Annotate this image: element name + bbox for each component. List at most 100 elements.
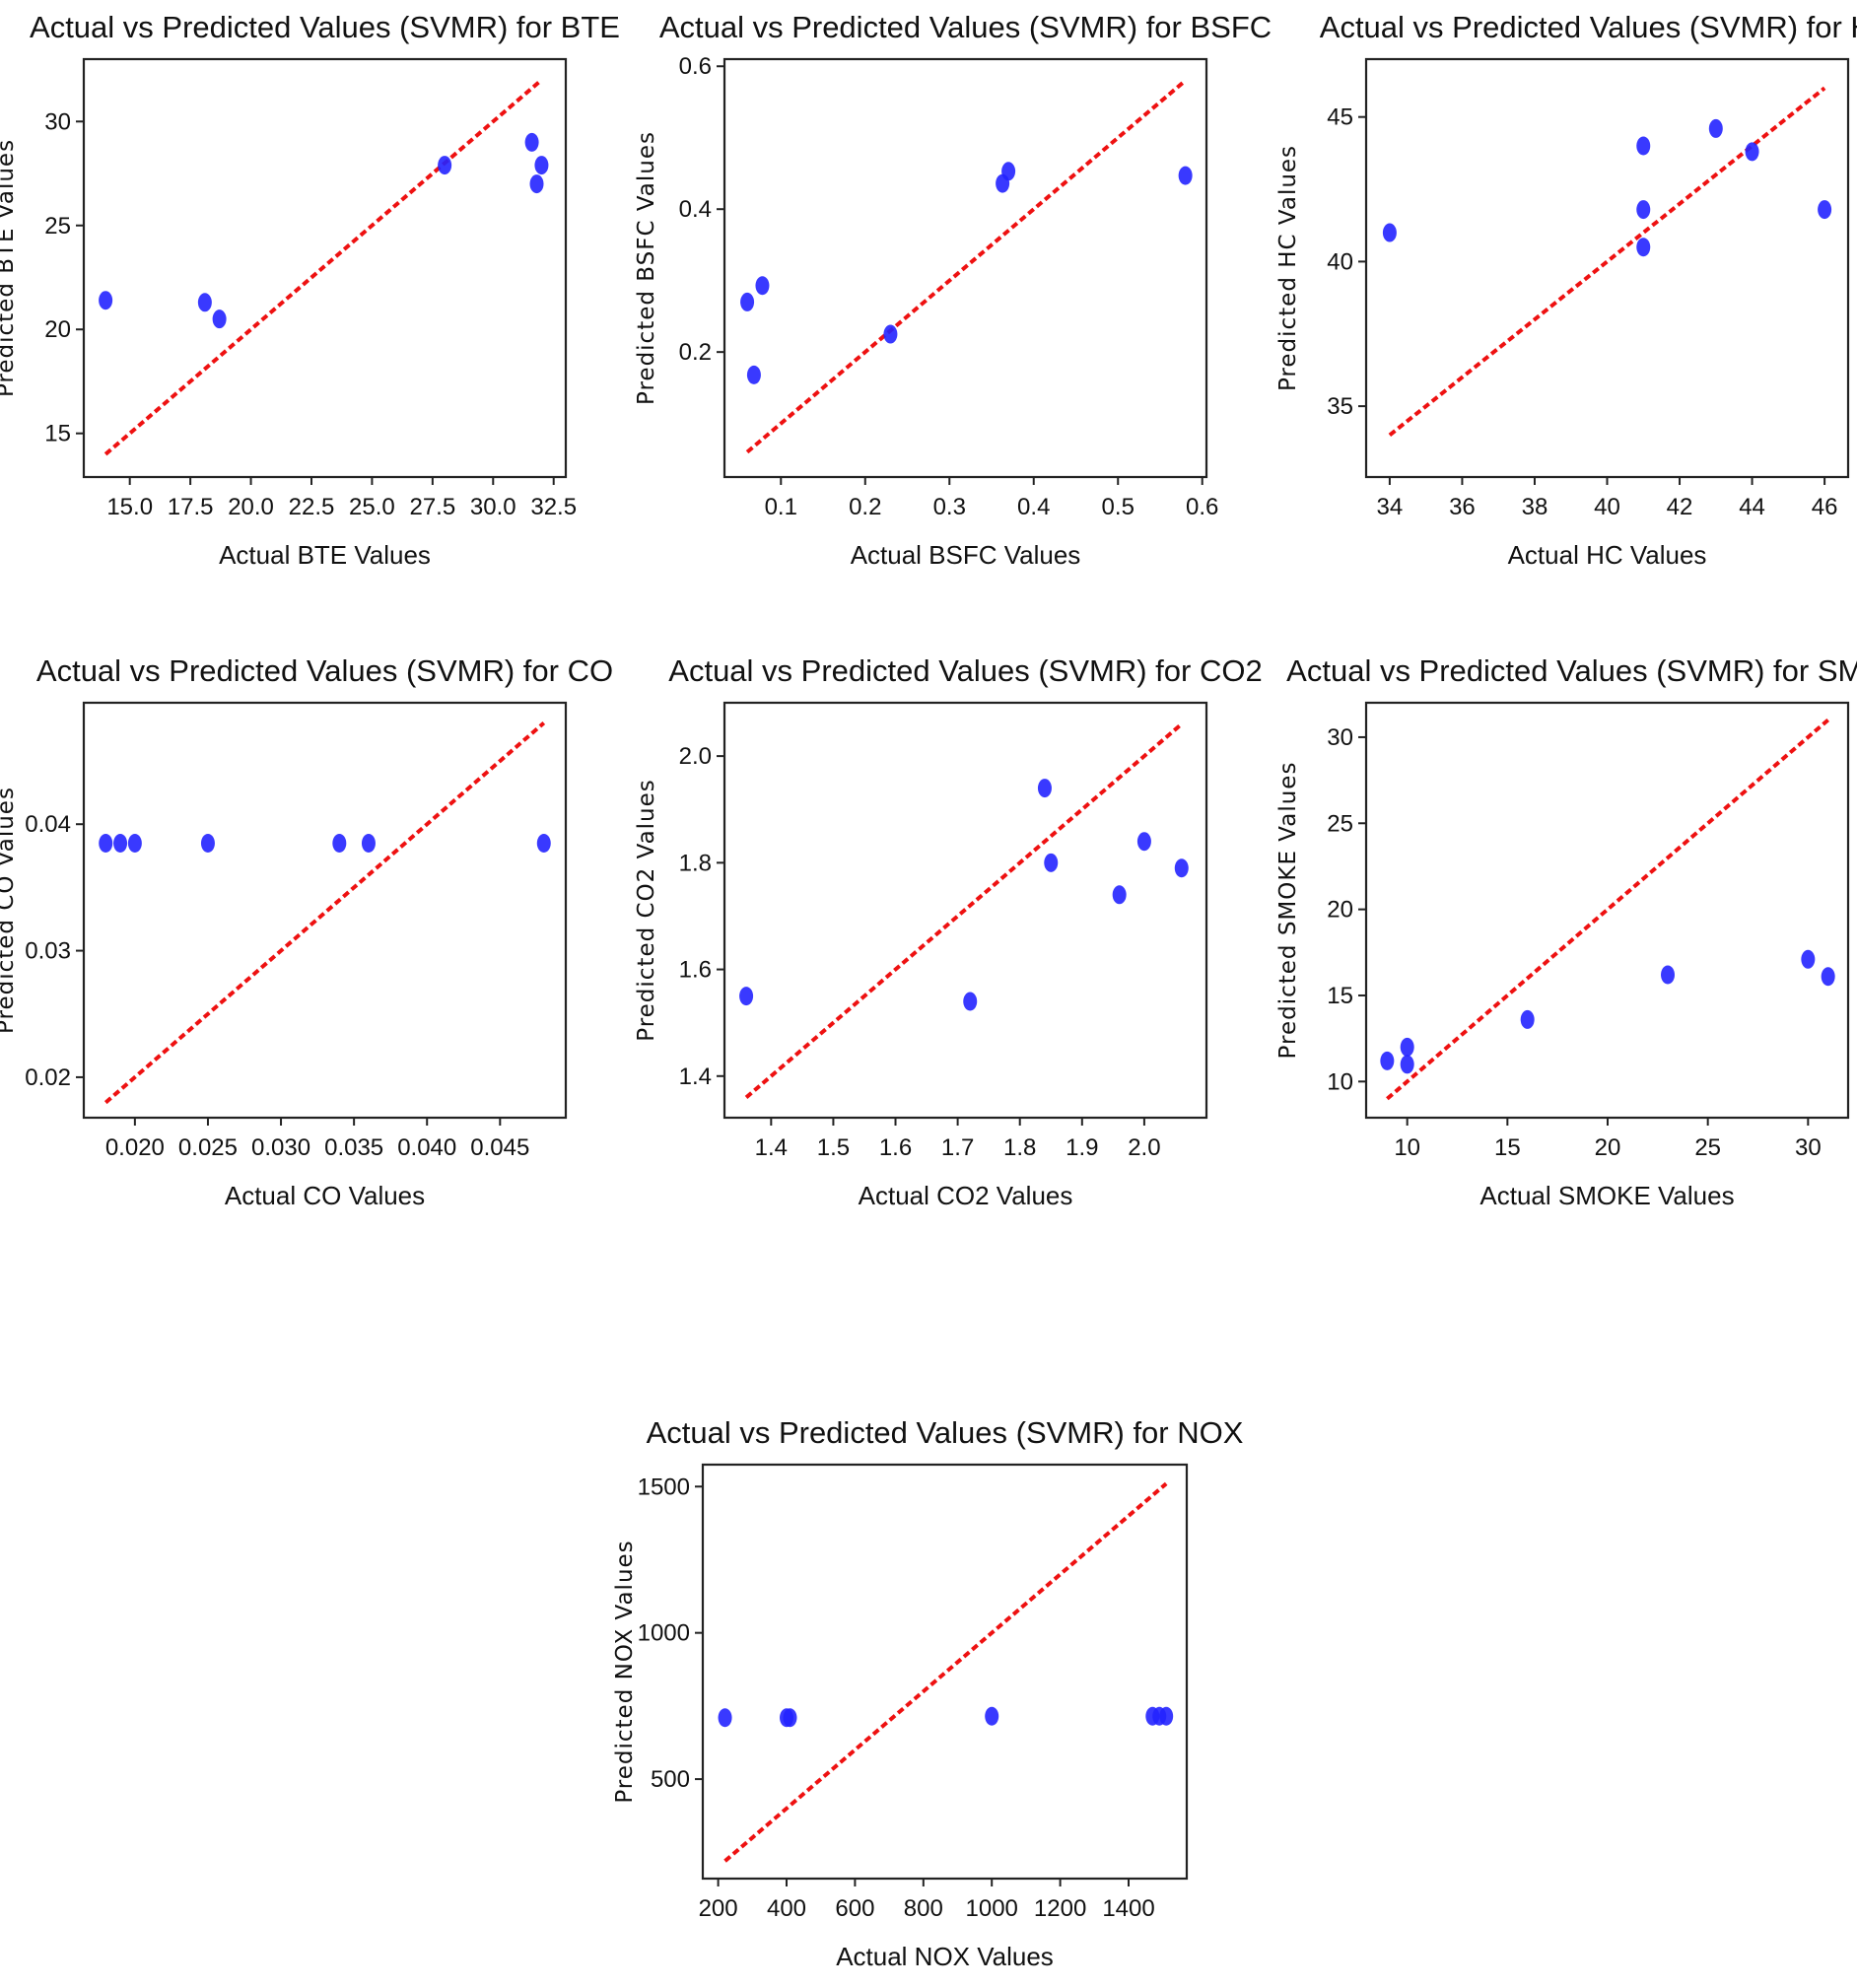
- hc-data-point: [1636, 200, 1651, 220]
- nox-data-point: [1159, 1706, 1174, 1726]
- chart-co: Actual vs Predicted Values (SVMR) for CO…: [0, 653, 613, 1210]
- co-x-tick-label: 0.035: [324, 1134, 383, 1161]
- co2-x-tick-label: 1.8: [1003, 1134, 1036, 1161]
- co2-x-tick-label: 1.7: [941, 1134, 974, 1161]
- bsfc-plot-frame: [722, 57, 1208, 479]
- smoke-y-axis-label: Predicted SMOKE Values: [1275, 762, 1301, 1060]
- co-x-tick-label: 0.030: [251, 1134, 310, 1161]
- smoke-data-point: [1400, 1055, 1414, 1074]
- bte-reference-line: [103, 78, 543, 456]
- hc-x-tick-label: 46: [1812, 494, 1838, 520]
- smoke-y-tick-label: 20: [1327, 897, 1353, 924]
- bte-data-point: [438, 156, 452, 175]
- bsfc-data-point: [1178, 166, 1193, 185]
- co2-chart-title: Actual vs Predicted Values (SVMR) for CO…: [668, 653, 1262, 688]
- bsfc-data-point: [1001, 162, 1016, 181]
- bte-x-tick-label: 15.0: [106, 494, 153, 520]
- co-x-tick-label: 0.025: [178, 1134, 238, 1161]
- nox-x-tick-label: 1200: [1034, 1895, 1086, 1922]
- smoke-data-point: [1380, 1051, 1395, 1070]
- smoke-data-point: [1661, 965, 1676, 985]
- smoke-data-point: [1400, 1037, 1414, 1057]
- co-data-point: [361, 833, 376, 853]
- nox-x-tick-label: 1000: [966, 1895, 1018, 1922]
- co2-y-tick-label: 2.0: [679, 743, 712, 770]
- hc-x-tick-label: 44: [1739, 494, 1765, 520]
- co2-y-tick-label: 1.8: [679, 850, 712, 876]
- smoke-x-tick-label: 30: [1795, 1134, 1822, 1161]
- co2-data-point: [963, 992, 978, 1011]
- smoke-chart-title: Actual vs Predicted Values (SVMR) for SM…: [1286, 653, 1857, 688]
- hc-y-tick-label: 35: [1327, 393, 1353, 420]
- bte-x-tick-label: 32.5: [530, 494, 577, 520]
- chart-nox: Actual vs Predicted Values (SVMR) for NO…: [612, 1415, 1244, 1971]
- hc-x-axis-label: Actual HC Values: [1508, 540, 1707, 570]
- co2-data-point: [739, 987, 754, 1006]
- hc-data-point: [1636, 238, 1651, 257]
- chart-smoke: Actual vs Predicted Values (SVMR) for SM…: [1275, 653, 1857, 1210]
- co-data-point: [200, 833, 215, 853]
- hc-y-tick-label: 45: [1327, 104, 1353, 131]
- hc-x-tick-label: 36: [1449, 494, 1476, 520]
- co-data-point: [536, 833, 551, 853]
- co2-data-point: [1136, 832, 1151, 852]
- bsfc-y-axis-label: Predicted BSFC Values: [634, 131, 659, 405]
- smoke-x-tick-label: 10: [1394, 1134, 1420, 1161]
- co-x-tick-label: 0.020: [105, 1134, 165, 1161]
- hc-plot-frame: [1364, 57, 1850, 479]
- nox-chart-title: Actual vs Predicted Values (SVMR) for NO…: [647, 1415, 1244, 1450]
- nox-y-tick-label: 500: [651, 1766, 690, 1793]
- co2-data-point: [1044, 853, 1059, 872]
- bsfc-x-axis-label: Actual BSFC Values: [851, 540, 1081, 570]
- bte-y-tick-label: 30: [44, 108, 71, 135]
- co-reference-line: [103, 721, 546, 1105]
- bsfc-x-tick-label: 0.4: [1017, 494, 1050, 520]
- co-data-point: [113, 833, 128, 853]
- hc-x-tick-label: 40: [1594, 494, 1620, 520]
- bsfc-x-tick-label: 0.3: [933, 494, 966, 520]
- bsfc-data-point: [883, 324, 898, 344]
- co-x-axis-label: Actual CO Values: [225, 1181, 425, 1210]
- co2-y-tick-label: 1.4: [679, 1063, 712, 1090]
- hc-x-tick-label: 42: [1667, 494, 1693, 520]
- smoke-data-point: [1801, 949, 1816, 969]
- bte-data-point: [529, 174, 544, 194]
- bte-x-tick-label: 17.5: [168, 494, 214, 520]
- smoke-data-point: [1821, 967, 1835, 987]
- co2-x-tick-label: 1.5: [817, 1134, 850, 1161]
- hc-x-tick-label: 34: [1377, 494, 1404, 520]
- co2-x-tick-label: 1.9: [1066, 1134, 1098, 1161]
- bte-data-point: [534, 156, 549, 175]
- bsfc-data-point: [746, 365, 761, 384]
- co2-x-tick-label: 1.6: [879, 1134, 912, 1161]
- bsfc-x-tick-label: 0.2: [849, 494, 881, 520]
- bte-data-point: [212, 309, 227, 329]
- nox-y-tick-label: 1000: [638, 1620, 690, 1647]
- bsfc-y-tick-label: 0.2: [679, 339, 712, 366]
- bsfc-x-tick-label: 0.6: [1186, 494, 1218, 520]
- bte-y-tick-label: 20: [44, 316, 71, 343]
- nox-x-tick-label: 800: [904, 1895, 943, 1922]
- bte-y-axis-label: Predicted BTE Values: [0, 139, 19, 397]
- nox-x-tick-label: 400: [767, 1895, 806, 1922]
- bte-data-point: [197, 293, 212, 312]
- bte-y-tick-label: 15: [44, 421, 71, 447]
- nox-y-tick-label: 1500: [638, 1474, 690, 1500]
- hc-data-point: [1636, 136, 1651, 156]
- nox-plot-frame: [701, 1463, 1189, 1881]
- bte-data-point: [99, 291, 113, 310]
- hc-chart-title: Actual vs Predicted Values (SVMR) for HC: [1320, 10, 1857, 44]
- bte-chart-title: Actual vs Predicted Values (SVMR) for BT…: [30, 10, 620, 44]
- co2-plot-frame: [722, 701, 1208, 1120]
- chart-hc: Actual vs Predicted Values (SVMR) for HC…: [1275, 10, 1857, 570]
- co-data-point: [127, 833, 142, 853]
- smoke-y-tick-label: 15: [1327, 983, 1353, 1009]
- bte-x-tick-label: 25.0: [349, 494, 395, 520]
- hc-data-point: [1382, 223, 1397, 242]
- co-x-tick-label: 0.040: [397, 1134, 456, 1161]
- smoke-x-tick-label: 15: [1494, 1134, 1521, 1161]
- co2-x-tick-label: 1.4: [755, 1134, 788, 1161]
- bsfc-chart-title: Actual vs Predicted Values (SVMR) for BS…: [659, 10, 1272, 44]
- bte-x-tick-label: 27.5: [409, 494, 455, 520]
- co-data-point: [99, 833, 113, 853]
